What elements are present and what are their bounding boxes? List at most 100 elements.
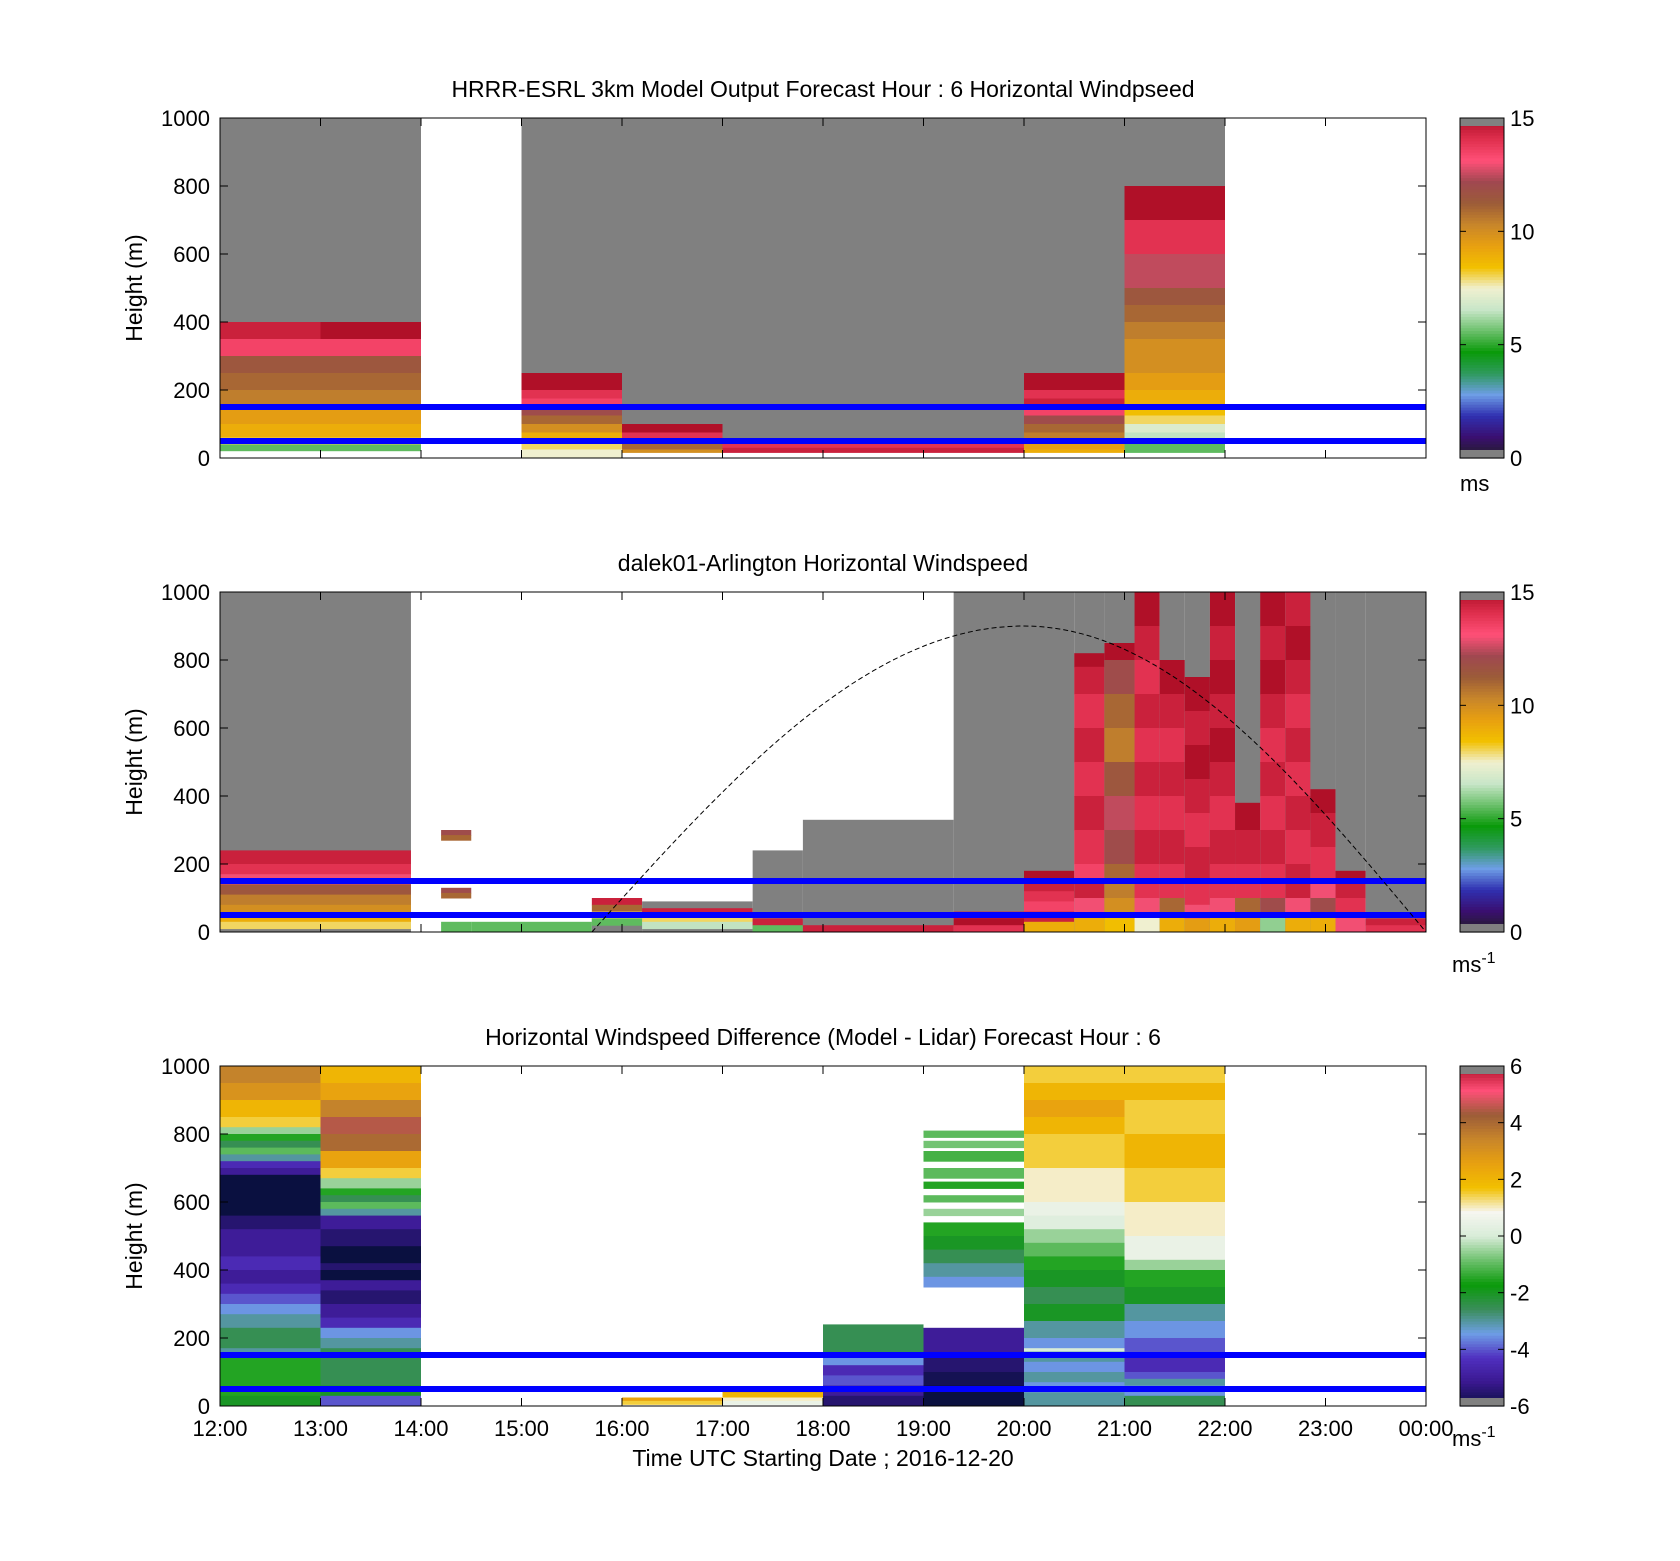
colorbar-swatch [1460,903,1504,908]
colorbar-swatch [1460,660,1504,664]
colorbar-swatch [1460,869,1504,874]
heatmap-cell [923,1327,1024,1356]
colorbar-swatch [1460,759,1504,763]
heatmap-cell [1024,432,1125,442]
colorbar-swatch [1460,1187,1504,1192]
colorbar-swatch [1460,234,1504,238]
heatmap-cell [1134,626,1160,661]
colorbar-swatch [1460,1340,1504,1345]
colorbar-swatch [1460,302,1504,306]
colorbar-swatch [1460,1173,1504,1178]
colorbar-tick-label: 15 [1510,580,1534,605]
colorbar-swatch [1460,682,1504,687]
heatmap-cell [1260,830,1286,865]
heatmap-cell [1335,898,1366,916]
colorbar-swatch [1460,844,1504,848]
x-tick-label: 19:00 [896,1416,951,1441]
heatmap-cell [320,356,421,374]
colorbar-swatch [1460,1176,1504,1180]
colorbar-swatch [1460,739,1504,743]
colorbar-swatch [1460,279,1504,283]
heatmap-cell [441,921,472,932]
colorbar-swatch [1460,163,1504,167]
colorbar-swatch [1460,339,1504,343]
heatmap-cell [1024,1392,1125,1406]
heatmap-cell [1209,660,1236,695]
colorbar-swatch [1460,614,1504,619]
colorbar-swatch [1460,129,1504,133]
heatmap-cell [1024,398,1125,408]
colorbar-swatch [1460,736,1504,740]
colorbar-swatch [1460,401,1504,405]
colorbar-swatch [1460,429,1504,434]
colorbar-swatch [1460,1278,1504,1282]
colorbar-swatch [1460,1329,1504,1333]
heatmap-cell [1104,864,1135,882]
heatmap-cell [1074,728,1105,763]
heatmap-cell [220,1161,321,1169]
heatmap-cell [1310,813,1336,848]
colorbar-swatch [1460,1264,1504,1268]
heatmap-cell [1260,694,1286,729]
colorbar-swatch [1460,1114,1504,1118]
colorbar-swatch [1460,620,1504,624]
colorbar-swatch [1460,1097,1504,1101]
heatmap-cell [1024,1066,1125,1084]
heatmap-cell [923,1151,1024,1162]
colorbar-swatch [1460,225,1504,230]
heatmap-cell [1209,830,1236,865]
heatmap-cell [220,451,321,458]
heatmap-cell [220,1355,321,1373]
colorbar-swatch [1460,1204,1504,1209]
colorbar-swatch [1460,1083,1504,1087]
colorbar-swatch [1460,1091,1504,1095]
colorbar-tick-label: 2 [1510,1167,1522,1192]
colorbar-swatch [1460,137,1504,142]
colorbar-swatch [1460,299,1504,303]
heatmap-cell [320,1358,421,1373]
colorbar-swatch [1460,1202,1504,1206]
colorbar-swatch [1460,764,1504,769]
x-tick-label: 18:00 [795,1416,850,1441]
heatmap-cell [220,904,411,916]
heatmap-cell [320,1338,421,1349]
heatmap-cell [1124,305,1225,323]
colorbar-swatch [1460,194,1504,198]
colorbar-swatch [1460,214,1504,218]
colorbar-swatch [1460,171,1504,176]
heatmap-cell [923,1168,1024,1179]
colorbar-swatch [1460,1352,1504,1356]
colorbar-swatch [1460,872,1504,876]
heatmap-cell [591,918,643,926]
heatmap-cell [1124,1134,1225,1169]
y-tick-label: 400 [173,310,210,335]
colorbar-swatch [1460,662,1504,667]
colorbar-swatch [1460,1292,1504,1297]
colorbar-swatch [1460,381,1504,385]
y-tick-label: 200 [173,1326,210,1351]
y-tick-label: 400 [173,1258,210,1283]
heatmap-cell [220,1372,321,1380]
colorbar-swatch [1460,892,1504,896]
heatmap-cell [220,1100,321,1118]
colorbar-swatch [1460,722,1504,726]
heatmap-cell [953,925,1024,932]
colorbar-swatch [1460,392,1504,397]
heatmap-cell [622,1397,723,1402]
colorbar-swatch [1460,864,1504,868]
heatmap-cell [220,1389,321,1397]
heatmap-cell [923,1276,1024,1288]
colorbar-swatch [1460,341,1504,346]
colorbar-tick-label: 5 [1510,807,1522,832]
colorbar-swatch [1460,912,1504,916]
heatmap-cell [320,1168,421,1179]
heatmap-cell [320,1270,421,1281]
heatmap-cell [1074,830,1105,865]
colorbar-swatch [1460,186,1504,190]
colorbar-swatch [1460,228,1504,232]
colorbar-swatch [1460,1196,1504,1200]
colorbar-swatch [1460,1153,1504,1158]
colorbar-swatch [1460,373,1504,377]
colorbar-swatch [1460,1315,1504,1319]
